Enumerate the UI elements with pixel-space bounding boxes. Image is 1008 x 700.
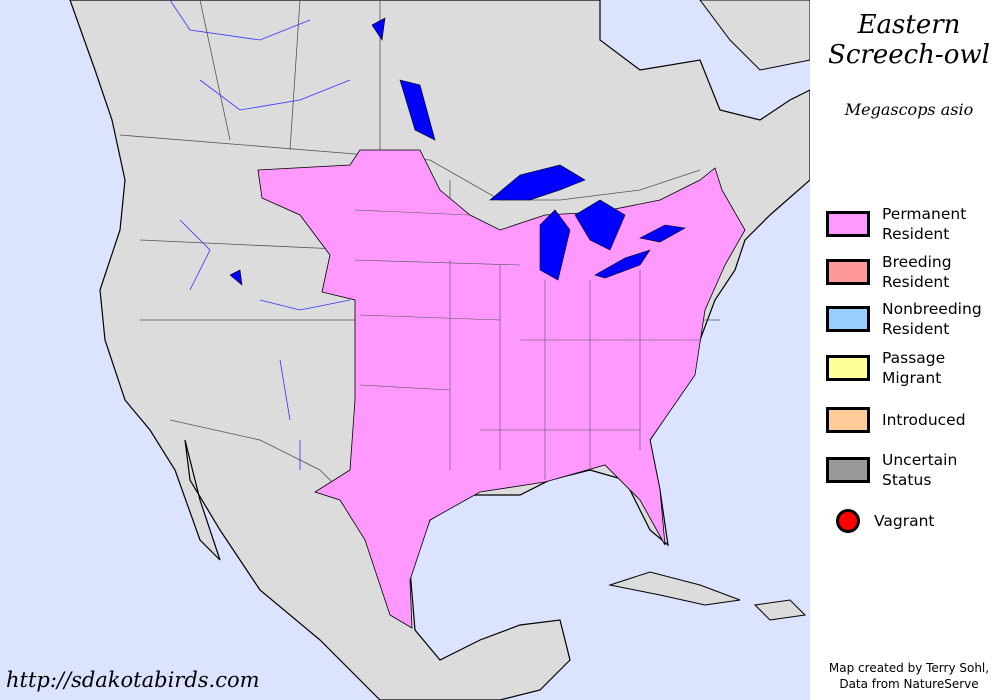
scientific-name: Megascops asio [844,100,974,119]
legend-label: Permanent [882,205,967,223]
great-lakes [229,17,686,286]
legend-item-vagrant: Vagrant [826,509,994,533]
legend-item-breeding-resident: Breeding Resident [826,252,1002,292]
legend-swatch [826,259,870,285]
legend-label: Resident [882,273,950,291]
legend-label: Migrant [882,369,942,387]
legend-item-nonbreeding-resident: Nonbreeding Resident [826,299,1002,339]
land-cuba [608,571,741,606]
credit-line1: Map created by Terry Sohl, [828,661,990,675]
legend-label: Introduced [882,411,966,429]
website-url: http://sdakotabirds.com [6,668,260,692]
land-greenland-north [699,0,810,71]
legend-item-passage-migrant: Passage Migrant [826,348,1002,388]
land-hispaniola [753,599,807,621]
rivers [169,0,351,470]
credit-line2: Data from NatureServe [839,677,979,691]
legend-swatch [826,211,870,237]
legend-label: Vagrant [874,512,935,530]
credit: Map created by Terry Sohl, Data from Nat… [810,660,1008,692]
legend-swatch [826,407,870,433]
legend-label: Status [882,471,932,489]
legend-item-permanent-resident: Permanent Resident [826,204,1002,244]
legend-label: Passage [882,349,946,367]
legend-item-uncertain-status: Uncertain Status [826,450,1002,490]
legend-panel: Eastern Screech-owl Megascops asio Perma… [810,0,1008,700]
legend-item-introduced: Introduced [826,407,1002,433]
legend-label: Uncertain [882,451,958,469]
map-title-line1: Eastern [857,10,961,40]
range-map [0,0,810,700]
vagrant-dot-icon [836,509,860,533]
legend-label: Resident [882,225,950,243]
state-borders [354,209,700,480]
legend-swatch [826,355,870,381]
legend-swatch [826,457,870,483]
legend-label: Resident [882,320,950,338]
legend-swatch [826,306,870,332]
legend-label: Nonbreeding [882,300,982,318]
map-title-line2: Screech-owl [828,40,990,70]
legend-label: Breeding [882,253,952,271]
